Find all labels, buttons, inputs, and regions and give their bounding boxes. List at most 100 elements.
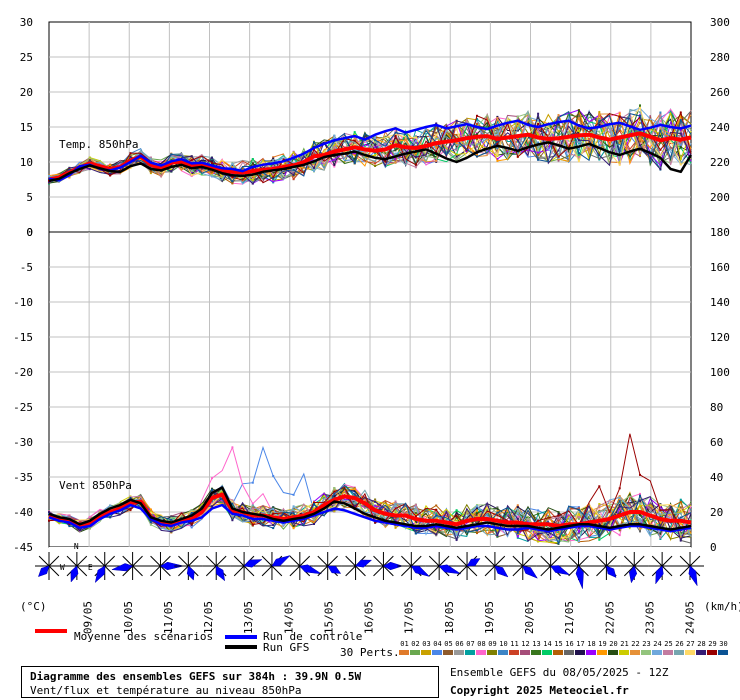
perturbation-point	[149, 511, 152, 514]
perturbation-point	[618, 124, 621, 127]
perturbation-point	[618, 149, 621, 152]
perturbation-point	[211, 502, 213, 505]
date-tick-label: 17/05	[403, 601, 416, 634]
perturbation-point	[374, 140, 377, 143]
perturbation-point	[353, 139, 356, 142]
rose-petal	[355, 559, 373, 568]
perturbation-point	[679, 163, 682, 166]
pert-number: 22	[631, 640, 640, 648]
perturbation-point	[659, 127, 662, 130]
perturbation-point	[618, 500, 621, 503]
right-tick-label: 40	[710, 471, 723, 484]
perturbation-point	[374, 165, 377, 167]
perturbation-point	[618, 142, 621, 145]
perturbation-point	[272, 159, 275, 162]
perturbation-point	[272, 172, 275, 174]
perturbation-point	[251, 504, 254, 507]
caption-box: Diagramme des ensembles GEFS sur 384h : …	[21, 666, 439, 698]
perturbation-point	[659, 522, 662, 525]
perturbation-point	[190, 159, 193, 162]
perturbation-point	[557, 116, 560, 119]
temperature-panel: 30 25 20 15 10 5 0 300 280 260 240 220 200 Temp. 850h…	[20, 16, 730, 239]
perturbation-point	[537, 121, 540, 124]
perturbation-point	[639, 144, 641, 147]
pert-swatch	[575, 650, 585, 655]
pert-swatch	[553, 650, 563, 655]
wind-rose	[257, 552, 291, 580]
pert-number: 11	[510, 640, 519, 648]
perturbation-point	[598, 506, 601, 509]
perturbation-point	[272, 157, 275, 160]
perturbation-point	[496, 511, 499, 514]
rose-east-label: E	[88, 563, 93, 572]
perturbation-point	[455, 128, 458, 131]
date-tick-label: 15/05	[322, 601, 335, 634]
pert-number: 18	[587, 640, 596, 648]
perturbation-point	[211, 488, 213, 491]
perturbation-point	[435, 159, 438, 162]
perturbation-point	[251, 522, 254, 525]
perturbation-point	[414, 163, 417, 166]
perturbation-point	[333, 503, 336, 506]
perturbation-point	[557, 514, 560, 517]
run-info: Ensemble GEFS du 08/05/2025 - 12Z	[450, 666, 669, 679]
perturbation-point	[618, 529, 621, 532]
perturbation-point	[374, 162, 377, 165]
perturbation-point	[170, 530, 173, 533]
perturbation-point	[251, 179, 254, 181]
left-tick-label: 30	[20, 16, 33, 29]
perturbation-point	[231, 519, 234, 522]
perturbation-point	[537, 119, 540, 122]
perturbation-point	[374, 500, 377, 503]
perturbation-point	[170, 170, 173, 173]
wind-rose	[425, 552, 461, 580]
legend-mean-swatch	[35, 629, 67, 633]
perturbation-point	[516, 129, 519, 132]
perturbation-point	[679, 498, 682, 501]
perturbation-point	[476, 138, 478, 141]
perturbation-point	[496, 127, 499, 130]
perturbation-point	[211, 160, 213, 163]
perturbation-point	[659, 521, 662, 524]
perturbation-point	[414, 523, 417, 526]
perturbation-point	[577, 517, 580, 520]
perturbation-point	[516, 512, 519, 514]
pert-swatch	[476, 650, 486, 655]
perturbation-point	[598, 530, 601, 533]
perturbation-point	[476, 143, 478, 146]
perturbation-point	[618, 146, 621, 149]
perturbation-point	[476, 155, 478, 158]
perturbation-point	[455, 147, 458, 150]
perturbation-point	[455, 136, 458, 139]
left-tick-label: 25	[20, 51, 33, 64]
perturbation-point	[394, 502, 397, 505]
series-line	[48, 131, 692, 182]
perturbation-point	[557, 149, 560, 152]
perturbation-point	[659, 120, 662, 122]
perturbation-point	[557, 511, 560, 514]
perturbation-point	[516, 140, 519, 143]
left-tick-label: -10	[13, 296, 33, 309]
perturbation-point	[537, 519, 540, 522]
perturbation-point	[414, 140, 417, 143]
pert-legend-item: 10	[498, 640, 509, 658]
perturbation-point	[211, 156, 213, 159]
date-tick-label: 12/05	[202, 601, 215, 634]
perturbation-point	[251, 162, 254, 165]
perturbation-point	[476, 154, 478, 157]
perturbation-point	[639, 154, 641, 157]
perturbation-point	[496, 534, 499, 537]
perturbation-point	[333, 147, 336, 150]
perturbation-point	[476, 505, 478, 508]
perturbation-point	[333, 490, 336, 493]
perturbation-point	[557, 133, 560, 136]
right-tick-label: 300	[710, 16, 730, 29]
perturbation-point	[679, 111, 682, 114]
perturbation-point	[679, 119, 682, 122]
perturbation-point	[557, 130, 560, 133]
perturbation-point	[516, 530, 519, 533]
rose-petal	[606, 565, 617, 578]
wind-rose	[110, 552, 147, 580]
right-tick-label: 140	[710, 296, 730, 309]
